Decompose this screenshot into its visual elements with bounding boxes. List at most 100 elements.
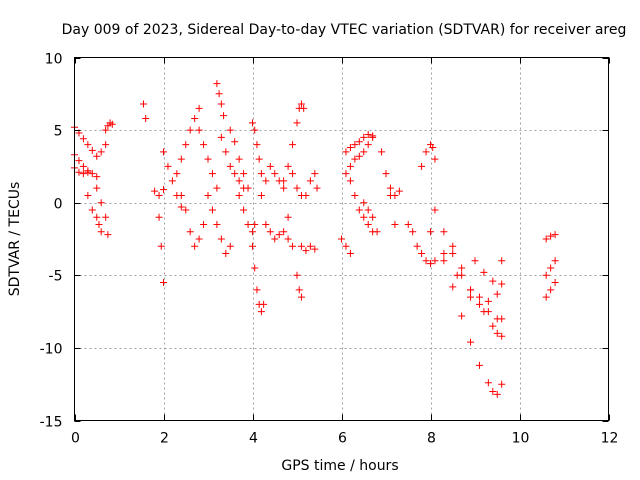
data-point — [346, 144, 354, 152]
data-point — [391, 191, 399, 199]
data-point — [458, 312, 466, 320]
data-point — [498, 380, 506, 388]
data-point — [418, 250, 426, 258]
data-point — [177, 155, 185, 163]
data-point — [364, 220, 372, 228]
data-point — [484, 379, 492, 387]
data-point — [467, 293, 475, 301]
data-point — [257, 191, 265, 199]
series-s44 — [542, 279, 559, 301]
series-s13 — [195, 126, 221, 192]
data-point — [235, 177, 243, 185]
data-point — [413, 242, 421, 250]
data-point — [251, 126, 259, 134]
y-tick-label: 10 — [45, 52, 63, 68]
series-s15 — [213, 80, 228, 120]
data-point — [280, 177, 288, 185]
data-point — [475, 300, 483, 308]
data-point — [235, 155, 243, 163]
data-point — [364, 206, 372, 214]
series-s16 — [217, 133, 248, 192]
data-point — [351, 155, 359, 163]
data-point — [342, 170, 350, 178]
data-point — [360, 213, 368, 221]
data-point — [102, 126, 110, 134]
data-point — [93, 184, 101, 192]
data-point — [471, 257, 479, 265]
data-point — [431, 155, 439, 163]
data-point — [255, 155, 263, 163]
data-point — [249, 228, 256, 236]
data-point — [195, 235, 203, 243]
x-tick-label: 8 — [427, 431, 436, 447]
data-point — [360, 148, 368, 156]
data-point — [280, 228, 288, 236]
data-point — [418, 162, 426, 170]
data-point — [364, 130, 372, 138]
data-point — [493, 290, 501, 298]
series-s37 — [418, 141, 439, 170]
chart-title: Day 009 of 2023, Sidereal Day-to-day VTE… — [62, 22, 627, 38]
data-point — [355, 152, 363, 160]
data-point — [289, 242, 297, 250]
data-point — [284, 235, 292, 243]
series-s40 — [427, 228, 506, 340]
data-point — [313, 184, 321, 192]
data-point — [498, 280, 506, 288]
data-point — [280, 184, 288, 192]
y-tick-labels: -15 -10 -5 0 5 10 — [40, 52, 63, 431]
data-point — [249, 119, 256, 127]
data-point — [271, 170, 279, 178]
data-point — [440, 257, 448, 265]
series-s1 — [71, 123, 110, 160]
data-point — [346, 162, 354, 170]
series-s8 — [151, 186, 167, 199]
data-point — [226, 242, 234, 250]
data-point — [208, 170, 216, 178]
data-point — [226, 126, 234, 134]
data-point — [284, 213, 292, 221]
data-point — [542, 271, 550, 279]
data-point — [84, 168, 92, 176]
data-point — [489, 387, 497, 395]
data-point — [440, 250, 448, 258]
data-point — [251, 264, 259, 272]
data-point — [213, 220, 221, 228]
series-s24 — [284, 213, 305, 301]
data-point — [160, 186, 167, 194]
data-point — [204, 155, 212, 163]
data-point — [108, 120, 116, 128]
x-tick-label: 12 — [601, 431, 619, 447]
series-s7 — [139, 100, 150, 122]
data-point — [302, 247, 310, 255]
data-point — [208, 206, 216, 214]
x-tick-label: 2 — [160, 431, 169, 447]
data-point — [429, 144, 437, 152]
data-point — [215, 90, 223, 98]
data-point — [266, 228, 274, 236]
data-point — [84, 141, 92, 149]
data-point — [253, 141, 261, 149]
series-s29 — [342, 130, 377, 156]
data-point — [262, 177, 270, 185]
data-point — [498, 257, 506, 265]
data-point — [220, 112, 228, 120]
data-point — [204, 191, 212, 199]
series-s17 — [226, 126, 252, 192]
data-point — [293, 184, 301, 192]
data-point — [355, 206, 363, 214]
data-point — [97, 228, 105, 236]
data-point — [200, 141, 208, 149]
data-point — [547, 232, 555, 240]
y-tick-label: -15 — [40, 415, 63, 431]
data-point — [360, 199, 368, 207]
data-point — [360, 133, 368, 141]
data-point — [222, 148, 230, 156]
data-point — [295, 286, 303, 294]
data-point — [369, 133, 377, 141]
data-point — [302, 191, 310, 199]
data-point — [266, 162, 274, 170]
data-point — [422, 148, 430, 156]
series-s36 — [413, 242, 439, 268]
